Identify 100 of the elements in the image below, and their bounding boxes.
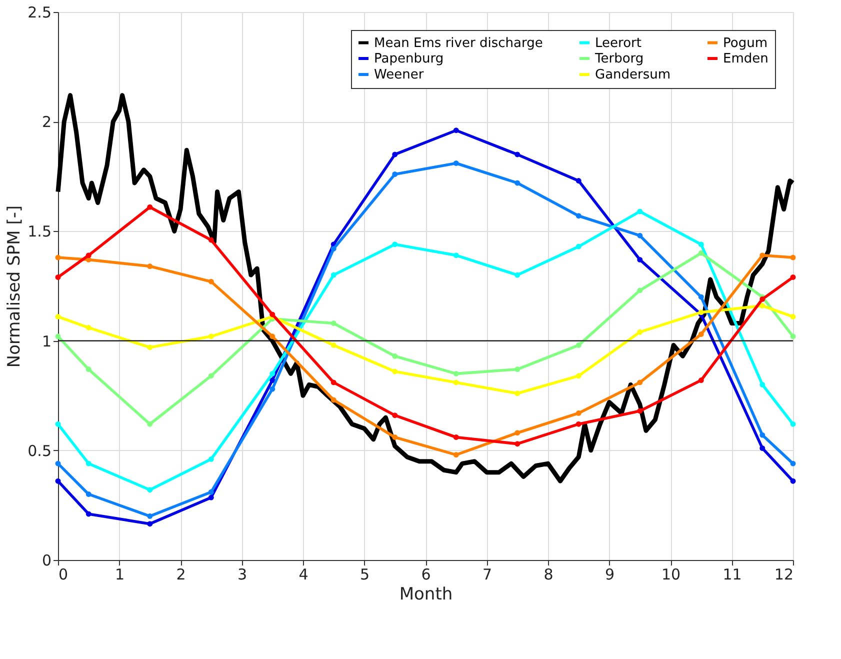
x-axis-title: Month (399, 584, 453, 604)
point (55, 460, 61, 466)
point (576, 178, 582, 184)
point (86, 492, 92, 497)
point (392, 242, 398, 248)
point (453, 380, 459, 386)
point (576, 373, 582, 379)
y-tick-label: 1.5 (28, 222, 52, 241)
x-tick-label: 9 (604, 566, 615, 584)
point (208, 373, 214, 379)
point (147, 344, 153, 350)
point (576, 410, 582, 416)
x-tick-label: 8 (544, 566, 554, 584)
point (147, 421, 153, 427)
point (514, 272, 520, 278)
point (576, 244, 582, 250)
point (698, 242, 704, 248)
point (208, 456, 214, 462)
point (790, 254, 796, 260)
point (514, 390, 520, 396)
y-tick-label: 2.5 (28, 4, 52, 22)
point (147, 521, 153, 527)
point (392, 353, 398, 359)
point (392, 434, 398, 440)
point (86, 324, 92, 330)
y-tick-label: 0 (42, 552, 52, 570)
point (453, 128, 459, 134)
point (147, 487, 153, 493)
legend-label: Leerort (595, 36, 642, 51)
point (86, 460, 92, 466)
point (208, 278, 214, 284)
y-tick-label: 2 (42, 113, 52, 132)
point (514, 152, 520, 158)
point (208, 489, 214, 495)
x-tick-label: 12 (774, 566, 794, 584)
point (453, 370, 459, 376)
legend-label: Gandersum (595, 68, 671, 82)
point (760, 252, 766, 258)
legend-label: Papenburg (374, 52, 444, 66)
point (453, 452, 459, 458)
y-axis-title: Normalised SPM [-] (4, 205, 25, 368)
point (330, 380, 336, 386)
point (760, 302, 766, 308)
point (637, 380, 643, 386)
point (453, 252, 459, 258)
legend-label: Terborg (594, 52, 644, 66)
point (208, 334, 214, 340)
point (698, 250, 704, 256)
point (270, 334, 276, 340)
x-tick-label: 11 (722, 566, 742, 584)
point (208, 494, 214, 500)
point (637, 232, 643, 238)
point (270, 370, 276, 376)
point (790, 334, 796, 340)
point (147, 264, 153, 270)
point (55, 314, 61, 320)
point (453, 160, 459, 166)
point (698, 294, 704, 300)
x-tick-label: 6 (421, 566, 431, 584)
point (637, 256, 643, 262)
point (698, 378, 704, 383)
x-tick-label: 7 (482, 566, 492, 584)
x-tick-label: 4 (298, 566, 308, 584)
point (790, 460, 796, 466)
point (760, 382, 766, 388)
point (576, 421, 582, 427)
point (576, 213, 582, 219)
point (790, 478, 796, 484)
line-series (56, 93, 796, 484)
point (514, 441, 520, 447)
point (86, 366, 92, 372)
x-tick-label: 1 (114, 566, 125, 584)
point (514, 366, 520, 372)
point (392, 412, 398, 418)
point (55, 254, 61, 260)
point (760, 432, 766, 438)
point (55, 478, 61, 484)
point (392, 171, 398, 177)
point (330, 342, 336, 348)
point (637, 288, 643, 294)
point (147, 204, 153, 210)
point (330, 272, 336, 278)
point (790, 274, 796, 280)
point (86, 252, 92, 258)
point (392, 368, 398, 374)
point (270, 386, 276, 392)
x-tick-label: 2 (176, 566, 186, 584)
point (147, 513, 153, 519)
x-tick-label: 10 (661, 566, 681, 584)
point (86, 511, 92, 517)
point (637, 329, 643, 335)
x-tick-label: 3 (237, 566, 248, 584)
point (330, 320, 336, 326)
point (208, 237, 214, 243)
point (55, 421, 61, 427)
point (392, 152, 398, 158)
y-tick-label: 1 (42, 332, 52, 350)
point (790, 421, 796, 427)
point (698, 331, 704, 337)
point (514, 430, 520, 436)
